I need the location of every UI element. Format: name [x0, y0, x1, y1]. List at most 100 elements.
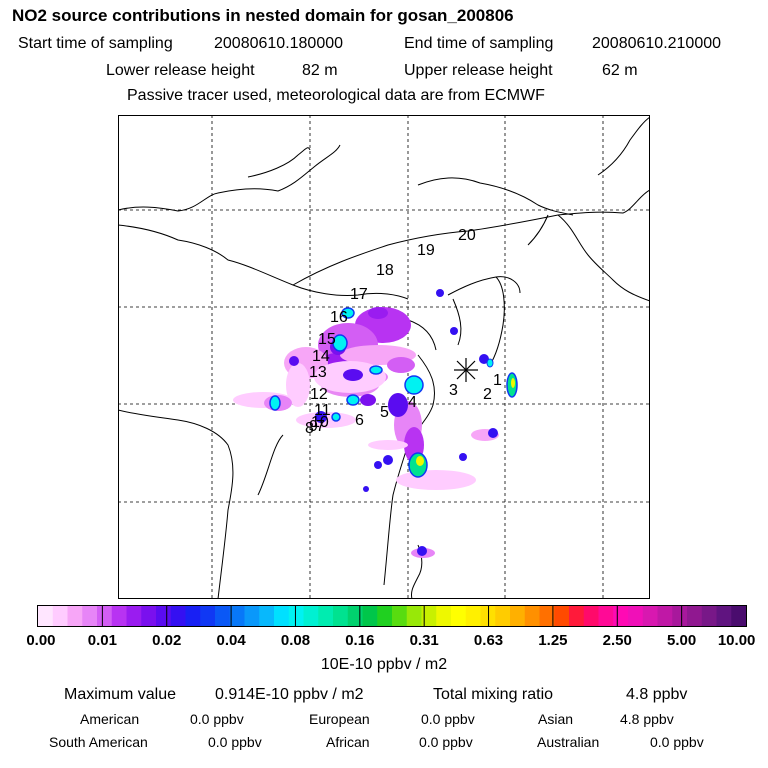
track-label-5: 5 [380, 404, 389, 421]
track-label-12: 12 [310, 386, 328, 403]
color-scale-cell [82, 606, 98, 626]
color-scale-cell [229, 606, 245, 626]
upper-height-value: 62 m [602, 62, 638, 79]
color-scale-cell [126, 606, 142, 626]
track-label-11: 11 [314, 402, 331, 419]
lower-height-label: Lower release height [106, 62, 255, 79]
region-asian-value: 4.8 ppbv [620, 711, 674, 727]
color-scale-cell [244, 606, 260, 626]
max-value-label: Maximum value [64, 686, 177, 703]
track-label-20: 20 [458, 227, 476, 244]
color-scale-cell [539, 606, 555, 626]
track-label-13: 13 [309, 364, 327, 381]
color-scale-cell [495, 606, 511, 626]
color-scale-cell [569, 606, 585, 626]
color-scale-cell [274, 606, 290, 626]
color-scale-cell [111, 606, 127, 626]
color-scale-cell [392, 606, 408, 626]
color-scale-tick-label: 0.04 [216, 632, 246, 649]
concentration-plumes [233, 289, 518, 558]
page-title: NO2 source contributions in nested domai… [12, 6, 514, 25]
track-label-18: 18 [376, 262, 394, 279]
color-scale-cell [524, 606, 540, 626]
region-australian-value: 0.0 ppbv [650, 734, 704, 750]
tracer-note: Passive tracer used, meteorological data… [127, 87, 545, 104]
track-label-10: 10 [311, 414, 329, 431]
track-label-15: 15 [318, 331, 336, 348]
track-label-7: 7 [316, 418, 325, 435]
color-scale-cell [731, 606, 747, 626]
max-value: 0.914E-10 ppbv / m2 [215, 686, 364, 703]
color-scale-cell [362, 606, 378, 626]
track-label-2: 2 [483, 386, 492, 403]
color-scale-cell [687, 606, 703, 626]
track-label-1: 1 [493, 372, 502, 389]
color-scale-cell [613, 606, 629, 626]
color-scale-cell [52, 606, 68, 626]
track-label-3: 3 [449, 382, 458, 399]
track-label-9: 9 [309, 418, 318, 435]
color-scale-tick-label: 10.00 [717, 632, 756, 649]
region-european-value: 0.0 ppbv [421, 711, 475, 727]
end-time-value: 20080610.210000 [592, 35, 722, 52]
color-scale-cell [716, 606, 732, 626]
color-scale-cell [598, 606, 614, 626]
region-african-value: 0.0 ppbv [419, 734, 473, 750]
total-mixing-value: 4.8 ppbv [626, 686, 688, 703]
lower-height-value: 82 m [302, 62, 338, 79]
color-scale-cell [170, 606, 186, 626]
color-scale-cell [672, 606, 688, 626]
color-scale-cell [200, 606, 216, 626]
region-south-american-value: 0.0 ppbv [208, 734, 262, 750]
color-scale-tick-label: 0.16 [345, 632, 375, 649]
color-scale-cell [701, 606, 717, 626]
track-label-4: 4 [408, 394, 417, 411]
color-scale-cell [421, 606, 437, 626]
color-scale-cell [657, 606, 673, 626]
color-scale-cell [288, 606, 304, 626]
region-african-label: African [326, 734, 370, 750]
color-scale-cell [156, 606, 172, 626]
color-scale-tick-label: 1.25 [538, 632, 568, 649]
receptor-asterisk-icon [454, 358, 478, 382]
total-mixing-label: Total mixing ratio [433, 686, 554, 703]
track-labels: 1 2 3 4 5 6 7 8 9 10 11 12 13 14 15 16 1… [305, 227, 502, 437]
map-panel: 1 2 3 4 5 6 7 8 9 10 11 12 13 14 15 16 1… [118, 115, 650, 599]
color-scale-cell [185, 606, 201, 626]
track-label-6: 6 [355, 412, 364, 429]
region-american-label: American [80, 711, 140, 727]
color-scale-cell [480, 606, 496, 626]
unit-label: 10E-10 ppbv / m2 [320, 656, 448, 673]
upper-height-label: Upper release height [404, 62, 553, 79]
color-scale-cell [406, 606, 422, 626]
coastlines-borders [118, 116, 650, 599]
color-scale-cell [642, 606, 658, 626]
color-scale-cell [318, 606, 334, 626]
color-scale-cell [436, 606, 452, 626]
color-scale-tick-label: 0.31 [409, 632, 439, 649]
color-scale-cell [347, 606, 363, 626]
track-label-16: 16 [330, 309, 348, 326]
color-scale-bar [37, 605, 747, 627]
track-label-17: 17 [350, 286, 368, 303]
color-scale-tick-label: 0.63 [473, 632, 504, 649]
color-scale-cell [141, 606, 157, 626]
color-scale-cell [333, 606, 349, 626]
track-label-8: 8 [305, 420, 314, 437]
color-scale-cell [628, 606, 644, 626]
track-label-14: 14 [312, 348, 330, 365]
color-scale-cell [554, 606, 570, 626]
color-scale-cell [451, 606, 467, 626]
color-scale-tick-label: 5.00 [667, 632, 697, 649]
color-scale-tick-label: 0.01 [87, 632, 117, 649]
color-scale-cell [215, 606, 231, 626]
track-label-19: 19 [417, 242, 435, 259]
region-australian-label: Australian [537, 734, 600, 750]
color-scale-cell [259, 606, 275, 626]
color-scale-cell [67, 606, 83, 626]
color-scale-cell [583, 606, 599, 626]
color-scale-tick-label: 2.50 [602, 632, 632, 649]
color-scale-cell [510, 606, 526, 626]
region-european-label: European [309, 711, 370, 727]
color-scale-cell [465, 606, 481, 626]
